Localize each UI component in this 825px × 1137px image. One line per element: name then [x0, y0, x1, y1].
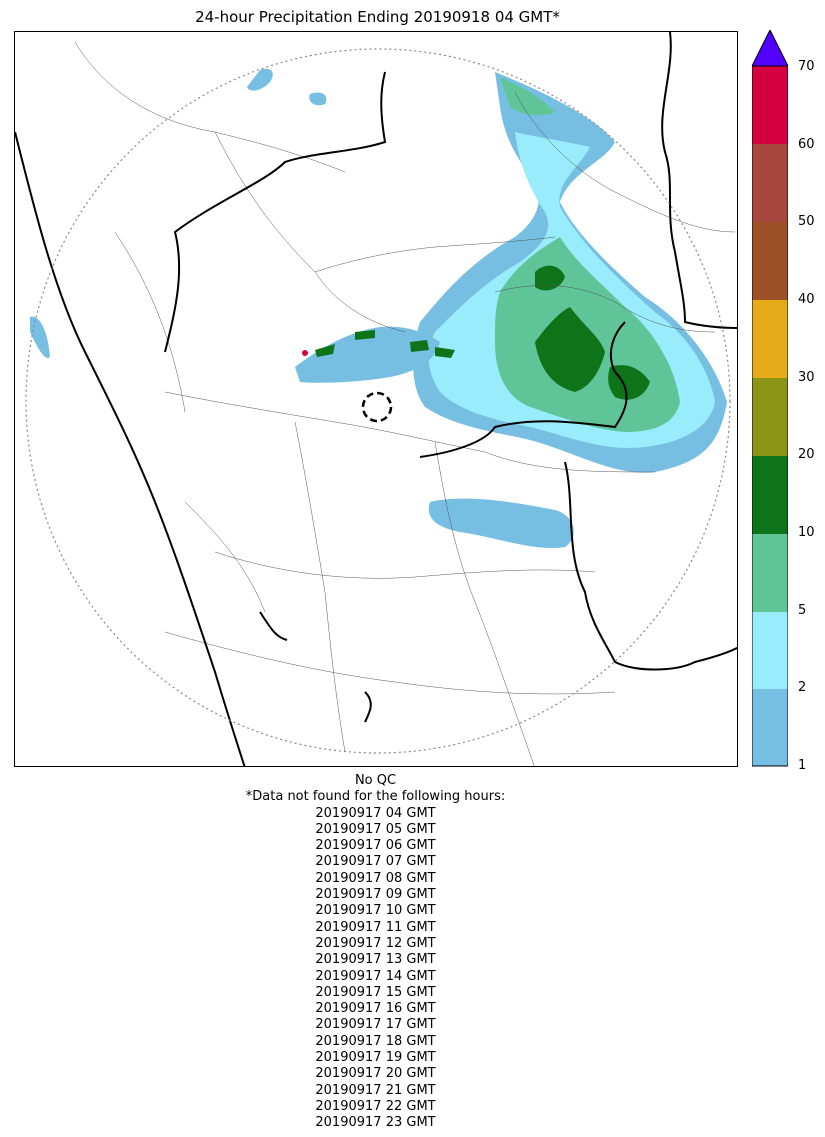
precip-small-patch-ne [309, 92, 327, 106]
radar-range-ring [25, 48, 731, 754]
colorbar-tick-label: 20 [798, 447, 815, 463]
missing-hour-item: 20190917 12 GMT [315, 935, 436, 951]
qc-note: No QC [354, 773, 397, 788]
missing-hour-item: 20190917 23 GMT [315, 1115, 436, 1131]
map-title: 24-hour Precipitation Ending 20190918 04… [195, 8, 560, 26]
colorbar-tick-label: 30 [798, 369, 815, 385]
state-border-central [419, 321, 628, 458]
colorbar-tick-label: 5 [798, 602, 807, 618]
precip-10-20-area [535, 307, 605, 392]
precip-small-patch-west [30, 316, 50, 358]
colorbar-tick-label: 1 [798, 758, 807, 773]
colorbar-tick-label: 2 [798, 680, 807, 696]
colorbar-bin-5-10 [752, 534, 788, 612]
radar-site-marker [361, 391, 393, 423]
state-border-east [661, 32, 737, 329]
colorbar-tick-label: 60 [798, 136, 815, 152]
missing-hour-item: 20190917 21 GMT [315, 1082, 436, 1098]
precip-southern-band [428, 498, 574, 549]
missing-hour-item: 20190917 11 GMT [315, 919, 436, 935]
missing-data-note: *Data not found for the following hours: [245, 789, 506, 805]
state-border-island-1 [259, 611, 288, 641]
colorbar-tick-label: 50 [798, 214, 815, 230]
missing-hour-item: 20190917 08 GMT [315, 870, 436, 886]
footer-notes: No QC *Data not found for the following … [0, 773, 751, 1132]
colorbar-tick-label: 40 [798, 292, 815, 307]
colorbar-bin-30-40 [752, 300, 788, 378]
missing-hour-item: 20190917 05 GMT [315, 821, 436, 837]
missing-hour-item: 20190917 20 GMT [315, 1066, 436, 1082]
colorbar [752, 30, 788, 767]
precip-10-20-area-3 [535, 265, 565, 291]
colorbar-tick-label: 70 [798, 59, 815, 74]
state-border-north [164, 71, 387, 353]
missing-hour-item: 20190917 04 GMT [315, 805, 436, 821]
missing-hour-item: 20190917 14 GMT [315, 968, 436, 984]
colorbar-bin-40-50 [752, 222, 788, 300]
colorbar-bin-20-30 [752, 378, 788, 456]
missing-hour-item: 20190917 17 GMT [315, 1017, 436, 1033]
missing-hour-item: 20190917 15 GMT [315, 984, 436, 1000]
missing-hour-item: 20190917 18 GMT [315, 1033, 436, 1049]
missing-hour-item: 20190917 06 GMT [315, 838, 436, 854]
missing-hour-item: 20190917 13 GMT [315, 952, 436, 968]
precip-5-10-area-north [500, 77, 555, 116]
precipitation-map [14, 31, 738, 767]
state-borders [15, 32, 737, 766]
precip-peak-cell [302, 350, 308, 356]
missing-hour-item: 20190917 16 GMT [315, 1001, 436, 1017]
missing-hour-item: 20190917 19 GMT [315, 1050, 436, 1066]
colorbar-bin-1-2 [752, 689, 788, 766]
missing-hour-item: 20190917 22 GMT [315, 1098, 436, 1114]
colorbar-extend-arrow [752, 30, 788, 67]
precip-10-20-area-2 [608, 365, 650, 400]
colorbar-bin-50-60 [752, 144, 788, 222]
colorbar-bin-60-70 [752, 66, 788, 144]
state-border-island-2 [364, 691, 372, 723]
missing-hour-item: 20190917 10 GMT [315, 903, 436, 919]
missing-hours-list: 20190917 04 GMT 20190917 05 GMT 20190917 0… [0, 806, 751, 1132]
precip-small-patch-north [247, 68, 273, 91]
precipitation-field [30, 68, 727, 549]
colorbar-tick-label: 10 [798, 525, 815, 540]
missing-hour-item: 20190917 07 GMT [315, 854, 436, 870]
missing-hour-item: 20190917 09 GMT [315, 887, 436, 903]
colorbar-bin-10-20 [752, 456, 788, 534]
state-border-se [564, 461, 737, 671]
coastline-border [15, 131, 246, 766]
precip-central-band [295, 326, 440, 383]
precip-central-cells [315, 330, 455, 358]
colorbar-bin-2-5 [752, 612, 788, 689]
district-borders [74, 41, 736, 766]
